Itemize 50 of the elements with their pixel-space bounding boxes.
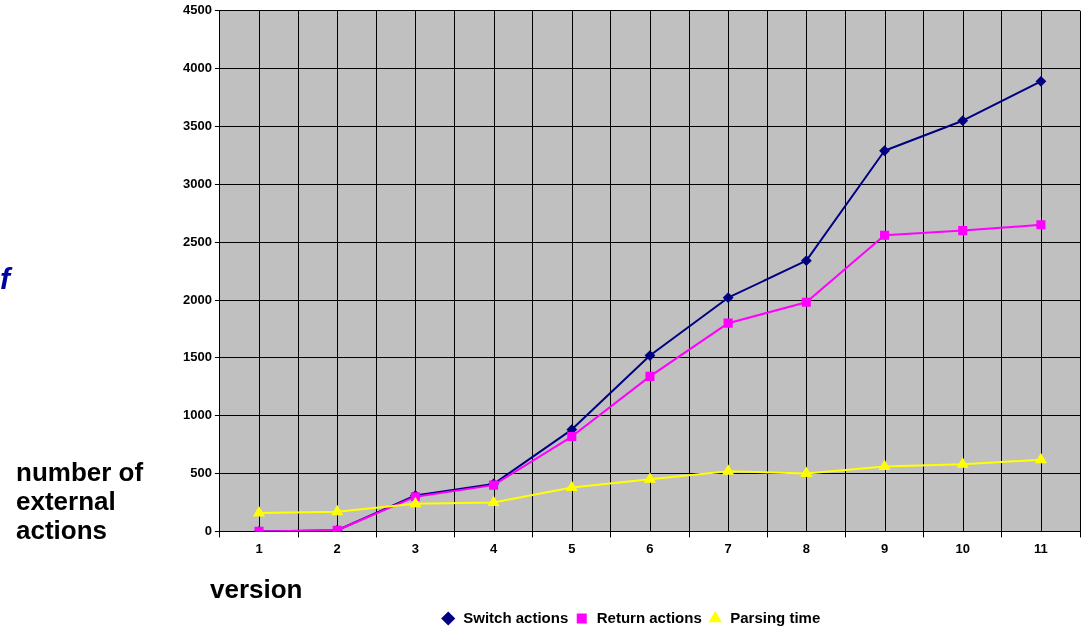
point	[488, 496, 499, 506]
y-tick-label: 4000	[183, 60, 212, 76]
legend-label: Switch actions	[463, 608, 569, 626]
point	[1036, 220, 1046, 230]
x-tick-label: 3	[411, 540, 420, 556]
point	[957, 115, 968, 126]
y-tick-label: 3500	[183, 118, 212, 134]
y-tick-label: 500	[190, 465, 212, 481]
point	[958, 226, 968, 236]
y-tick-label: 3000	[183, 175, 212, 191]
y-tick-label: 1000	[183, 407, 212, 423]
y-axis-title: number of external actions	[16, 457, 145, 545]
point	[801, 297, 811, 307]
point	[957, 458, 969, 468]
legend-label: Return actions	[596, 608, 702, 626]
point	[1035, 76, 1046, 87]
point	[722, 465, 734, 475]
point	[331, 505, 343, 516]
x-tick-label: 5	[568, 540, 576, 556]
x-tick-label: 2	[333, 540, 341, 556]
point	[723, 318, 733, 328]
point	[879, 460, 890, 471]
y-tick-label: 2500	[183, 233, 212, 249]
point	[566, 481, 578, 491]
point	[801, 467, 812, 478]
point	[645, 371, 655, 381]
point	[253, 506, 265, 517]
x-tick-label: 9	[880, 540, 889, 556]
point	[879, 230, 890, 240]
point	[1035, 453, 1047, 464]
x-tick-label: 1	[255, 540, 263, 556]
x-axis-title: version	[210, 574, 303, 605]
y-tick-label: 1500	[183, 349, 212, 365]
y-tick-label: 0	[204, 522, 212, 538]
y-tick-label: 2000	[183, 291, 212, 307]
x-tick-label: 7	[724, 540, 732, 556]
x-tick-label: 10	[955, 540, 970, 556]
point	[567, 432, 577, 442]
point	[801, 255, 812, 266]
x-tick-label: 11	[1034, 540, 1048, 556]
point	[644, 473, 656, 483]
legend-label: Parsing time	[730, 608, 821, 626]
point	[879, 145, 890, 156]
point	[723, 292, 734, 303]
point	[410, 497, 421, 508]
x-tick-label: 8	[802, 540, 810, 556]
x-tick-label: 6	[646, 540, 654, 556]
y-tick-label: 4500	[183, 2, 212, 18]
x-tick-label: 4	[489, 540, 498, 556]
point	[644, 350, 655, 361]
